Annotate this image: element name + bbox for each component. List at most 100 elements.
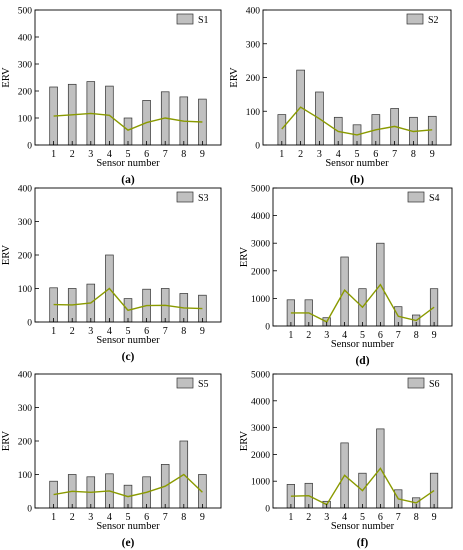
x-tick-label: 3 — [88, 326, 93, 337]
y-tick-label: 200 — [246, 74, 261, 84]
y-tick-label: 400 — [18, 34, 33, 44]
legend-swatch — [407, 191, 425, 203]
legend-swatch — [176, 191, 194, 203]
y-tick-label: 400 — [18, 185, 33, 195]
x-tick-label: 9 — [432, 512, 437, 523]
x-tick-label: 2 — [70, 149, 75, 160]
y-tick-label: 2000 — [251, 267, 270, 277]
legend-label: S1 — [198, 15, 209, 26]
x-tick-label: 1 — [51, 149, 56, 160]
legend-label: S4 — [429, 193, 440, 204]
y-axis-label: ERV — [239, 431, 250, 452]
y-tick-label: 4000 — [251, 212, 270, 222]
x-tick-label: 6 — [378, 330, 383, 341]
y-tick-label: 5000 — [251, 371, 270, 381]
panel-label: (f) — [357, 537, 369, 549]
x-tick-label: 3 — [324, 512, 329, 523]
y-tick-label: 100 — [246, 108, 261, 118]
panel-label: (b) — [350, 174, 364, 186]
y-tick-label: 0 — [255, 142, 260, 152]
chart-panel-3: 0 100 200 300 400 1 2 3 4 5 6 7 8 9 Sensor number ERV S3… — [1, 185, 222, 363]
bar-5 — [123, 117, 133, 146]
y-tick-label: 400 — [18, 371, 33, 381]
y-axis-label: ERV — [1, 245, 12, 266]
x-tick-label: 4 — [107, 149, 112, 160]
y-tick-label: 0 — [27, 505, 32, 515]
y-axis-label: ERV — [229, 67, 240, 88]
bar-1 — [277, 114, 287, 146]
x-tick-label: 1 — [51, 512, 56, 523]
y-tick-label: 200 — [18, 88, 33, 98]
x-tick-label: 3 — [324, 330, 329, 341]
x-tick-label: 5 — [360, 512, 365, 523]
legend-label: S2 — [428, 15, 439, 26]
x-tick-label: 8 — [414, 512, 419, 523]
x-tick-label: 1 — [51, 326, 56, 337]
x-tick-label: 5 — [126, 149, 131, 160]
x-tick-label: 7 — [392, 149, 397, 160]
panel-label: (e) — [122, 537, 135, 549]
x-tick-label: 8 — [181, 326, 186, 337]
y-tick-label: 0 — [265, 505, 270, 515]
y-axis-label: ERV — [1, 67, 12, 88]
x-tick-label: 6 — [373, 149, 378, 160]
x-tick-label: 2 — [70, 512, 75, 523]
y-tick-label: 400 — [246, 7, 261, 17]
x-axis-label: Sensor number — [331, 521, 395, 532]
x-tick-label: 6 — [144, 149, 149, 160]
y-tick-label: 0 — [27, 319, 32, 329]
x-tick-label: 2 — [298, 149, 303, 160]
panel-label: (d) — [355, 355, 369, 367]
x-axis-label: Sensor number — [96, 335, 160, 346]
x-tick-label: 6 — [378, 512, 383, 523]
x-tick-label: 4 — [107, 326, 112, 337]
x-tick-label: 2 — [70, 326, 75, 337]
x-tick-label: 3 — [88, 512, 93, 523]
y-tick-label: 200 — [18, 252, 33, 262]
trend-line — [281, 106, 433, 136]
chart-panel-6: 0 1000 2000 3000 4000 5000 1 2 3 4 5 6 7 8 9 Sensor num… — [239, 371, 453, 549]
bar-9 — [198, 474, 207, 509]
x-tick-label: 4 — [107, 512, 112, 523]
trend-line — [290, 467, 435, 506]
y-tick-label: 100 — [18, 471, 33, 481]
x-tick-label: 8 — [181, 149, 186, 160]
trend-line — [53, 287, 203, 312]
x-axis-label: Sensor number — [325, 158, 389, 169]
chart-panel-2: 0 100 200 300 400 1 2 3 4 5 6 7 8 9 Sensor number ERV S2… — [229, 7, 452, 186]
x-tick-label: 8 — [181, 512, 186, 523]
chart-panel-5: 0 100 200 300 400 1 2 3 4 5 6 7 8 9 Sensor number ERV S5… — [1, 371, 222, 549]
x-tick-label: 4 — [342, 512, 347, 523]
x-tick-label: 7 — [163, 149, 168, 160]
x-tick-label: 2 — [306, 330, 311, 341]
x-tick-label: 7 — [163, 326, 168, 337]
x-tick-label: 3 — [88, 149, 93, 160]
y-axis-label: ERV — [1, 431, 12, 452]
x-axis-label: Sensor number — [331, 339, 395, 350]
y-tick-label: 3000 — [251, 240, 270, 250]
legend-swatch — [406, 13, 424, 25]
x-tick-label: 4 — [336, 149, 341, 160]
legend-swatch — [407, 377, 425, 389]
y-tick-label: 1000 — [251, 295, 270, 305]
y-tick-label: 300 — [246, 40, 261, 50]
y-axis-label: ERV — [239, 247, 250, 268]
x-tick-label: 2 — [306, 512, 311, 523]
y-tick-label: 100 — [18, 285, 33, 295]
x-tick-label: 9 — [430, 149, 435, 160]
x-axis-label: Sensor number — [96, 521, 160, 532]
x-tick-label: 8 — [414, 330, 419, 341]
x-tick-label: 1 — [279, 149, 284, 160]
y-tick-label: 300 — [18, 61, 33, 71]
panel-label: (c) — [122, 351, 135, 363]
y-tick-label: 0 — [27, 142, 32, 152]
legend-swatch — [176, 13, 194, 25]
x-tick-label: 4 — [342, 330, 347, 341]
y-tick-label: 1000 — [251, 478, 270, 488]
y-tick-label: 2000 — [251, 451, 270, 461]
legend-swatch — [176, 377, 194, 389]
x-axis-label: Sensor number — [96, 158, 160, 169]
y-tick-label: 5000 — [251, 185, 270, 195]
x-tick-label: 3 — [317, 149, 322, 160]
x-tick-label: 5 — [126, 326, 131, 337]
